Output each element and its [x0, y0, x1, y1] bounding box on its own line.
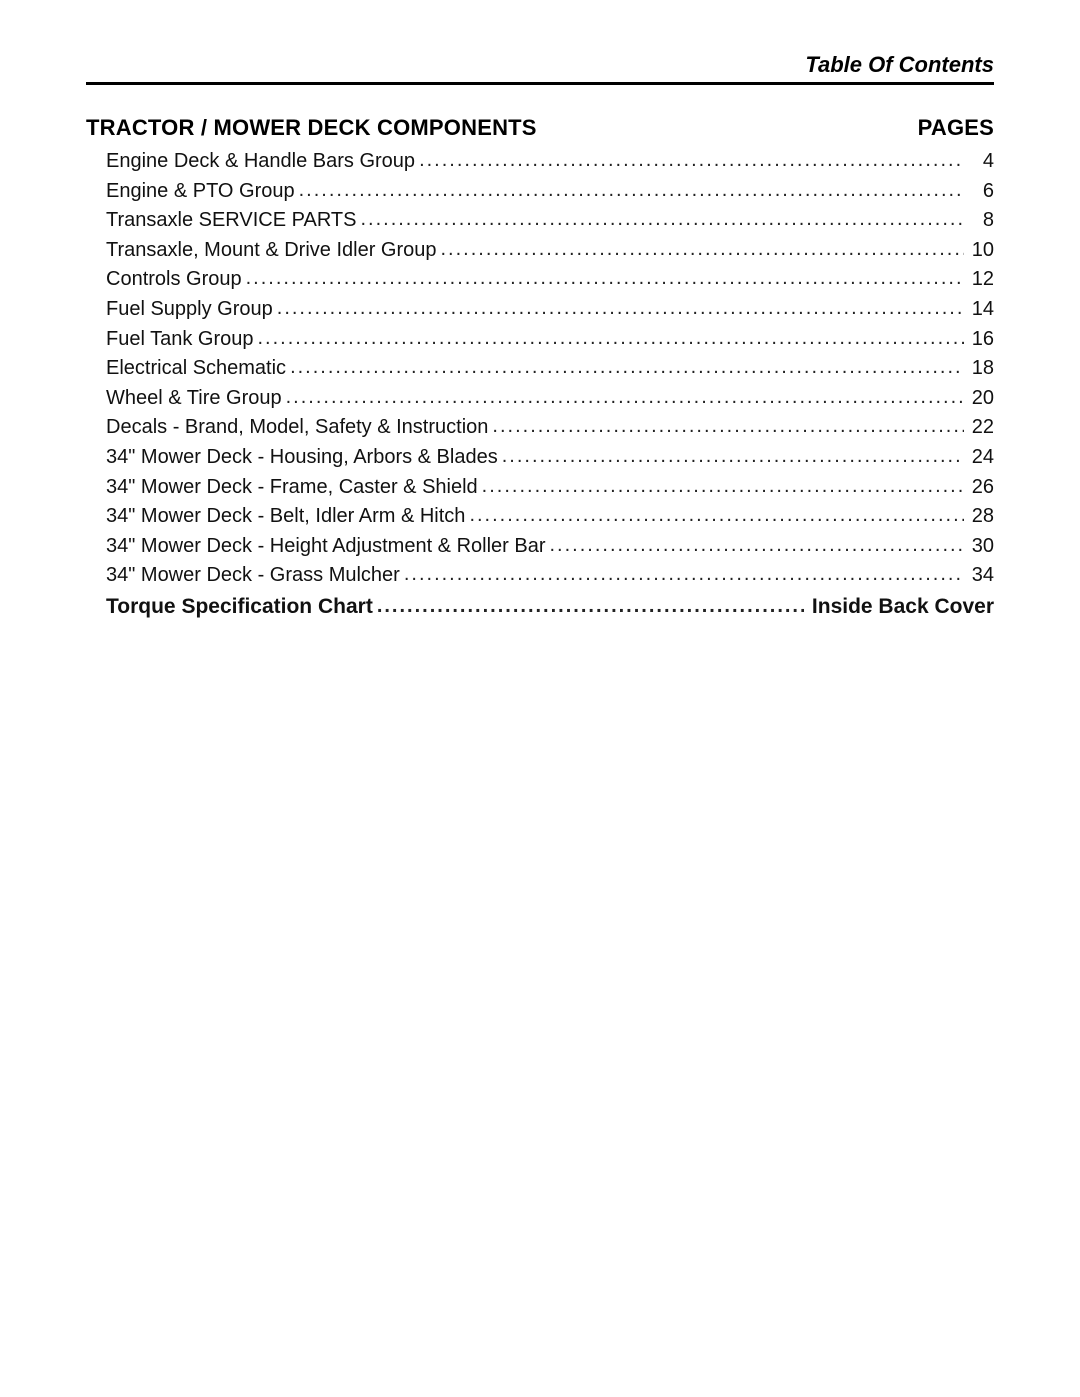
toc-row: Wheel & Tire Group .....................…: [106, 384, 994, 414]
section-header: TRACTOR / MOWER DECK COMPONENTS PAGES: [86, 115, 994, 141]
toc-leader: ........................................…: [299, 176, 964, 206]
toc-row: 34" Mower Deck - Grass Mulcher .........…: [106, 561, 994, 591]
toc-entry-page: 22: [964, 413, 994, 443]
toc-leader: ........................................…: [377, 592, 804, 622]
toc-entry-page: 14: [964, 295, 994, 325]
toc-list: Engine Deck & Handle Bars Group ........…: [86, 147, 994, 623]
header-title: Table Of Contents: [86, 52, 994, 82]
toc-row: Fuel Tank Group ........................…: [106, 325, 994, 355]
header-rule: [86, 82, 994, 85]
toc-entry-page: 4: [964, 147, 994, 177]
toc-entry-label: Torque Specification Chart: [106, 591, 377, 622]
toc-row: Decals - Brand, Model, Safety & Instruct…: [106, 413, 994, 443]
header: Table Of Contents: [86, 52, 994, 85]
toc-leader: ........................................…: [550, 531, 964, 561]
toc-leader: ........................................…: [441, 235, 964, 265]
toc-entry-page: 34: [964, 561, 994, 591]
toc-entry-label: Engine Deck & Handle Bars Group: [106, 147, 419, 177]
section-pages-label: PAGES: [918, 115, 994, 141]
toc-leader: ........................................…: [277, 294, 964, 324]
toc-row: Controls Group .........................…: [106, 265, 994, 295]
toc-leader: ........................................…: [502, 442, 964, 472]
toc-entry-label: Transaxle, Mount & Drive Idler Group: [106, 236, 441, 266]
toc-row: Torque Specification Chart .............…: [106, 591, 994, 623]
toc-row: Engine Deck & Handle Bars Group ........…: [106, 147, 994, 177]
toc-entry-page: 12: [964, 265, 994, 295]
toc-leader: ........................................…: [419, 146, 964, 176]
toc-entry-label: Fuel Supply Group: [106, 295, 277, 325]
toc-entry-page: 10: [964, 236, 994, 266]
toc-entry-page: 30: [964, 532, 994, 562]
toc-entry-label: 34" Mower Deck - Housing, Arbors & Blade…: [106, 443, 502, 473]
toc-row: 34" Mower Deck - Height Adjustment & Rol…: [106, 532, 994, 562]
toc-entry-label: 34" Mower Deck - Belt, Idler Arm & Hitch: [106, 502, 469, 532]
toc-row: Electrical Schematic ...................…: [106, 354, 994, 384]
toc-row: 34" Mower Deck - Belt, Idler Arm & Hitch…: [106, 502, 994, 532]
toc-entry-page: 6: [964, 177, 994, 207]
section-title: TRACTOR / MOWER DECK COMPONENTS: [86, 115, 537, 141]
page-container: Table Of Contents TRACTOR / MOWER DECK C…: [0, 0, 1080, 1397]
toc-entry-label: 34" Mower Deck - Height Adjustment & Rol…: [106, 532, 550, 562]
toc-row: Transaxle, Mount & Drive Idler Group ...…: [106, 236, 994, 266]
toc-entry-page: 8: [964, 206, 994, 236]
toc-entry-label: Engine & PTO Group: [106, 177, 299, 207]
toc-row: Transaxle SERVICE PARTS ................…: [106, 206, 994, 236]
toc-entry-page: Inside Back Cover: [804, 591, 994, 622]
toc-entry-label: Wheel & Tire Group: [106, 384, 286, 414]
toc-entry-label: Electrical Schematic: [106, 354, 290, 384]
toc-row: 34" Mower Deck - Housing, Arbors & Blade…: [106, 443, 994, 473]
toc-row: Fuel Supply Group ......................…: [106, 295, 994, 325]
toc-entry-label: Fuel Tank Group: [106, 325, 258, 355]
toc-entry-page: 16: [964, 325, 994, 355]
toc-leader: ........................................…: [246, 264, 964, 294]
toc-entry-page: 28: [964, 502, 994, 532]
toc-entry-label: 34" Mower Deck - Frame, Caster & Shield: [106, 473, 482, 503]
toc-entry-page: 24: [964, 443, 994, 473]
toc-entry-page: 26: [964, 473, 994, 503]
toc-leader: ........................................…: [286, 383, 964, 413]
toc-entry-label: Transaxle SERVICE PARTS: [106, 206, 360, 236]
toc-leader: ........................................…: [290, 353, 964, 383]
toc-section: TRACTOR / MOWER DECK COMPONENTS PAGES En…: [86, 115, 994, 623]
toc-leader: ........................................…: [258, 324, 964, 354]
toc-row: 34" Mower Deck - Frame, Caster & Shield …: [106, 473, 994, 503]
toc-entry-label: Decals - Brand, Model, Safety & Instruct…: [106, 413, 492, 443]
toc-leader: ........................................…: [404, 560, 964, 590]
toc-leader: ........................................…: [360, 205, 964, 235]
toc-leader: ........................................…: [469, 501, 963, 531]
toc-entry-page: 18: [964, 354, 994, 384]
toc-row: Engine & PTO Group .....................…: [106, 177, 994, 207]
toc-leader: ........................................…: [482, 472, 964, 502]
toc-entry-label: 34" Mower Deck - Grass Mulcher: [106, 561, 404, 591]
toc-leader: ........................................…: [492, 412, 963, 442]
toc-entry-page: 20: [964, 384, 994, 414]
toc-entry-label: Controls Group: [106, 265, 246, 295]
